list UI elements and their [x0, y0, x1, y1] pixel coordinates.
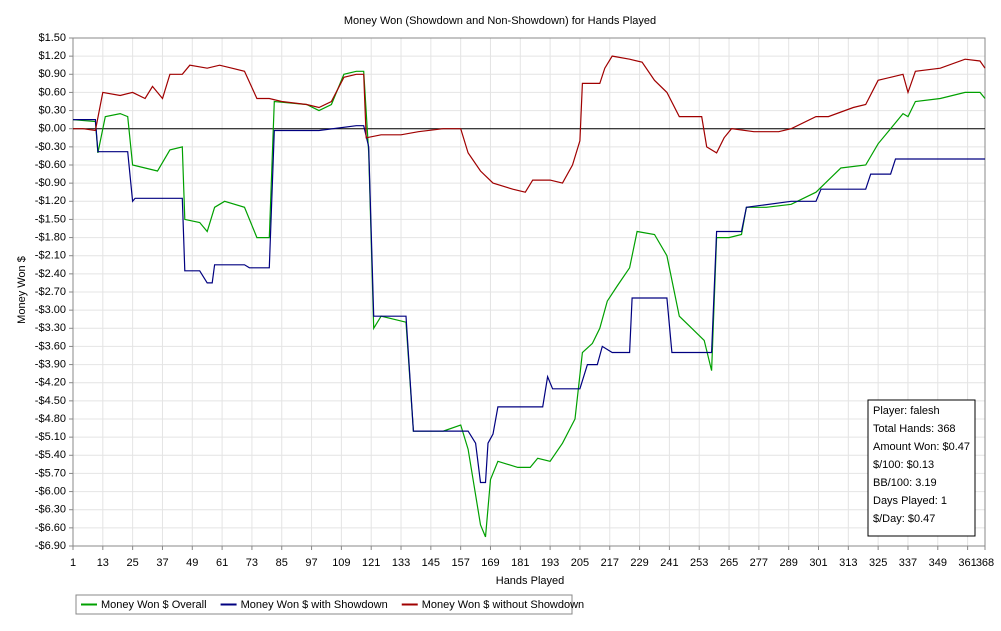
- x-tick-label: 241: [660, 557, 678, 569]
- x-tick-label: 61: [216, 557, 228, 569]
- y-tick-label: -$1.20: [35, 195, 66, 207]
- y-tick-label: -$6.00: [35, 485, 66, 497]
- x-tick-label: 157: [451, 557, 469, 569]
- y-tick-label: -$0.90: [35, 177, 66, 189]
- y-tick-label: $1.20: [38, 50, 66, 62]
- y-tick-label: -$0.60: [35, 159, 66, 171]
- x-tick-label: 109: [332, 557, 350, 569]
- x-tick-label: 265: [720, 557, 738, 569]
- x-tick-label: 1: [70, 557, 76, 569]
- y-axis-label: Money Won $: [16, 256, 28, 324]
- y-tick-label: -$6.90: [35, 540, 66, 552]
- info-text: $/Day: $0.47: [873, 513, 935, 525]
- x-tick-label: 181: [511, 557, 529, 569]
- x-tick-label: 73: [246, 557, 258, 569]
- info-text: Total Hands: 368: [873, 423, 956, 435]
- info-text: BB/100: 3.19: [873, 477, 937, 489]
- x-tick-label: 368: [976, 557, 994, 569]
- x-tick-label: 37: [156, 557, 168, 569]
- legend-box: [75, 594, 573, 615]
- x-axis-label: Hands Played: [496, 575, 565, 587]
- info-text: Player: falesh: [873, 405, 940, 417]
- y-tick-label: -$0.30: [35, 141, 66, 153]
- y-tick-label: $0.90: [38, 68, 66, 80]
- series-line: [72, 70, 986, 538]
- y-tick-label: -$3.30: [35, 322, 66, 334]
- x-tick-label: 301: [809, 557, 827, 569]
- y-tick-label: -$3.60: [35, 340, 66, 352]
- series-line: [73, 119, 985, 484]
- y-tick-label: $0.30: [38, 104, 66, 116]
- x-tick-label: 205: [571, 557, 589, 569]
- x-tick-label: 229: [630, 557, 648, 569]
- x-tick-label: 193: [541, 557, 559, 569]
- x-tick-label: 325: [869, 557, 887, 569]
- x-tick-label: 337: [899, 557, 917, 569]
- x-tick-label: 361: [958, 557, 976, 569]
- y-tick-label: -$6.30: [35, 504, 66, 516]
- x-tick-label: 145: [422, 557, 440, 569]
- info-box: [867, 399, 976, 537]
- y-tick-label: -$4.20: [35, 377, 66, 389]
- x-tick-label: 121: [362, 557, 380, 569]
- y-tick-label: -$3.00: [35, 304, 66, 316]
- x-tick-label: 253: [690, 557, 708, 569]
- x-tick-label: 85: [276, 557, 288, 569]
- x-tick-label: 313: [839, 557, 857, 569]
- series-line: [73, 55, 986, 193]
- y-tick-label: -$1.80: [35, 231, 66, 243]
- y-tick-label: -$5.10: [35, 431, 66, 443]
- x-tick-label: 277: [750, 557, 768, 569]
- x-tick-label: 169: [481, 557, 499, 569]
- y-tick-label: -$5.40: [35, 449, 66, 461]
- y-tick-label: -$6.60: [35, 522, 66, 534]
- x-tick-label: 133: [392, 557, 410, 569]
- legend-label: Money Won $ without Showdown: [422, 599, 584, 611]
- y-tick-label: -$1.50: [35, 213, 66, 225]
- plot-frame: [72, 37, 986, 547]
- chart-title: Money Won (Showdown and Non-Showdown) fo…: [344, 15, 656, 27]
- x-tick-label: 217: [601, 557, 619, 569]
- legend-label: Money Won $ Overall: [101, 599, 207, 611]
- x-tick-label: 97: [305, 557, 317, 569]
- info-text: Amount Won: $0.47: [873, 441, 970, 453]
- x-tick-label: 349: [929, 557, 947, 569]
- legend-label: Money Won $ with Showdown: [241, 599, 388, 611]
- y-tick-label: $0.60: [38, 86, 66, 98]
- y-tick-label: -$2.10: [35, 250, 66, 262]
- info-text: $/100: $0.13: [873, 459, 934, 471]
- y-tick-label: -$2.70: [35, 286, 66, 298]
- y-tick-label: -$2.40: [35, 268, 66, 280]
- info-text: Days Played: 1: [873, 495, 947, 507]
- x-tick-label: 13: [97, 557, 109, 569]
- y-tick-label: -$4.80: [35, 413, 66, 425]
- x-tick-label: 25: [127, 557, 139, 569]
- y-tick-label: $0.00: [38, 123, 66, 135]
- x-tick-label: 289: [780, 557, 798, 569]
- y-tick-label: -$3.90: [35, 358, 66, 370]
- x-tick-label: 49: [186, 557, 198, 569]
- y-tick-label: $1.50: [38, 32, 66, 44]
- y-tick-label: -$5.70: [35, 467, 66, 479]
- y-tick-label: -$4.50: [35, 395, 66, 407]
